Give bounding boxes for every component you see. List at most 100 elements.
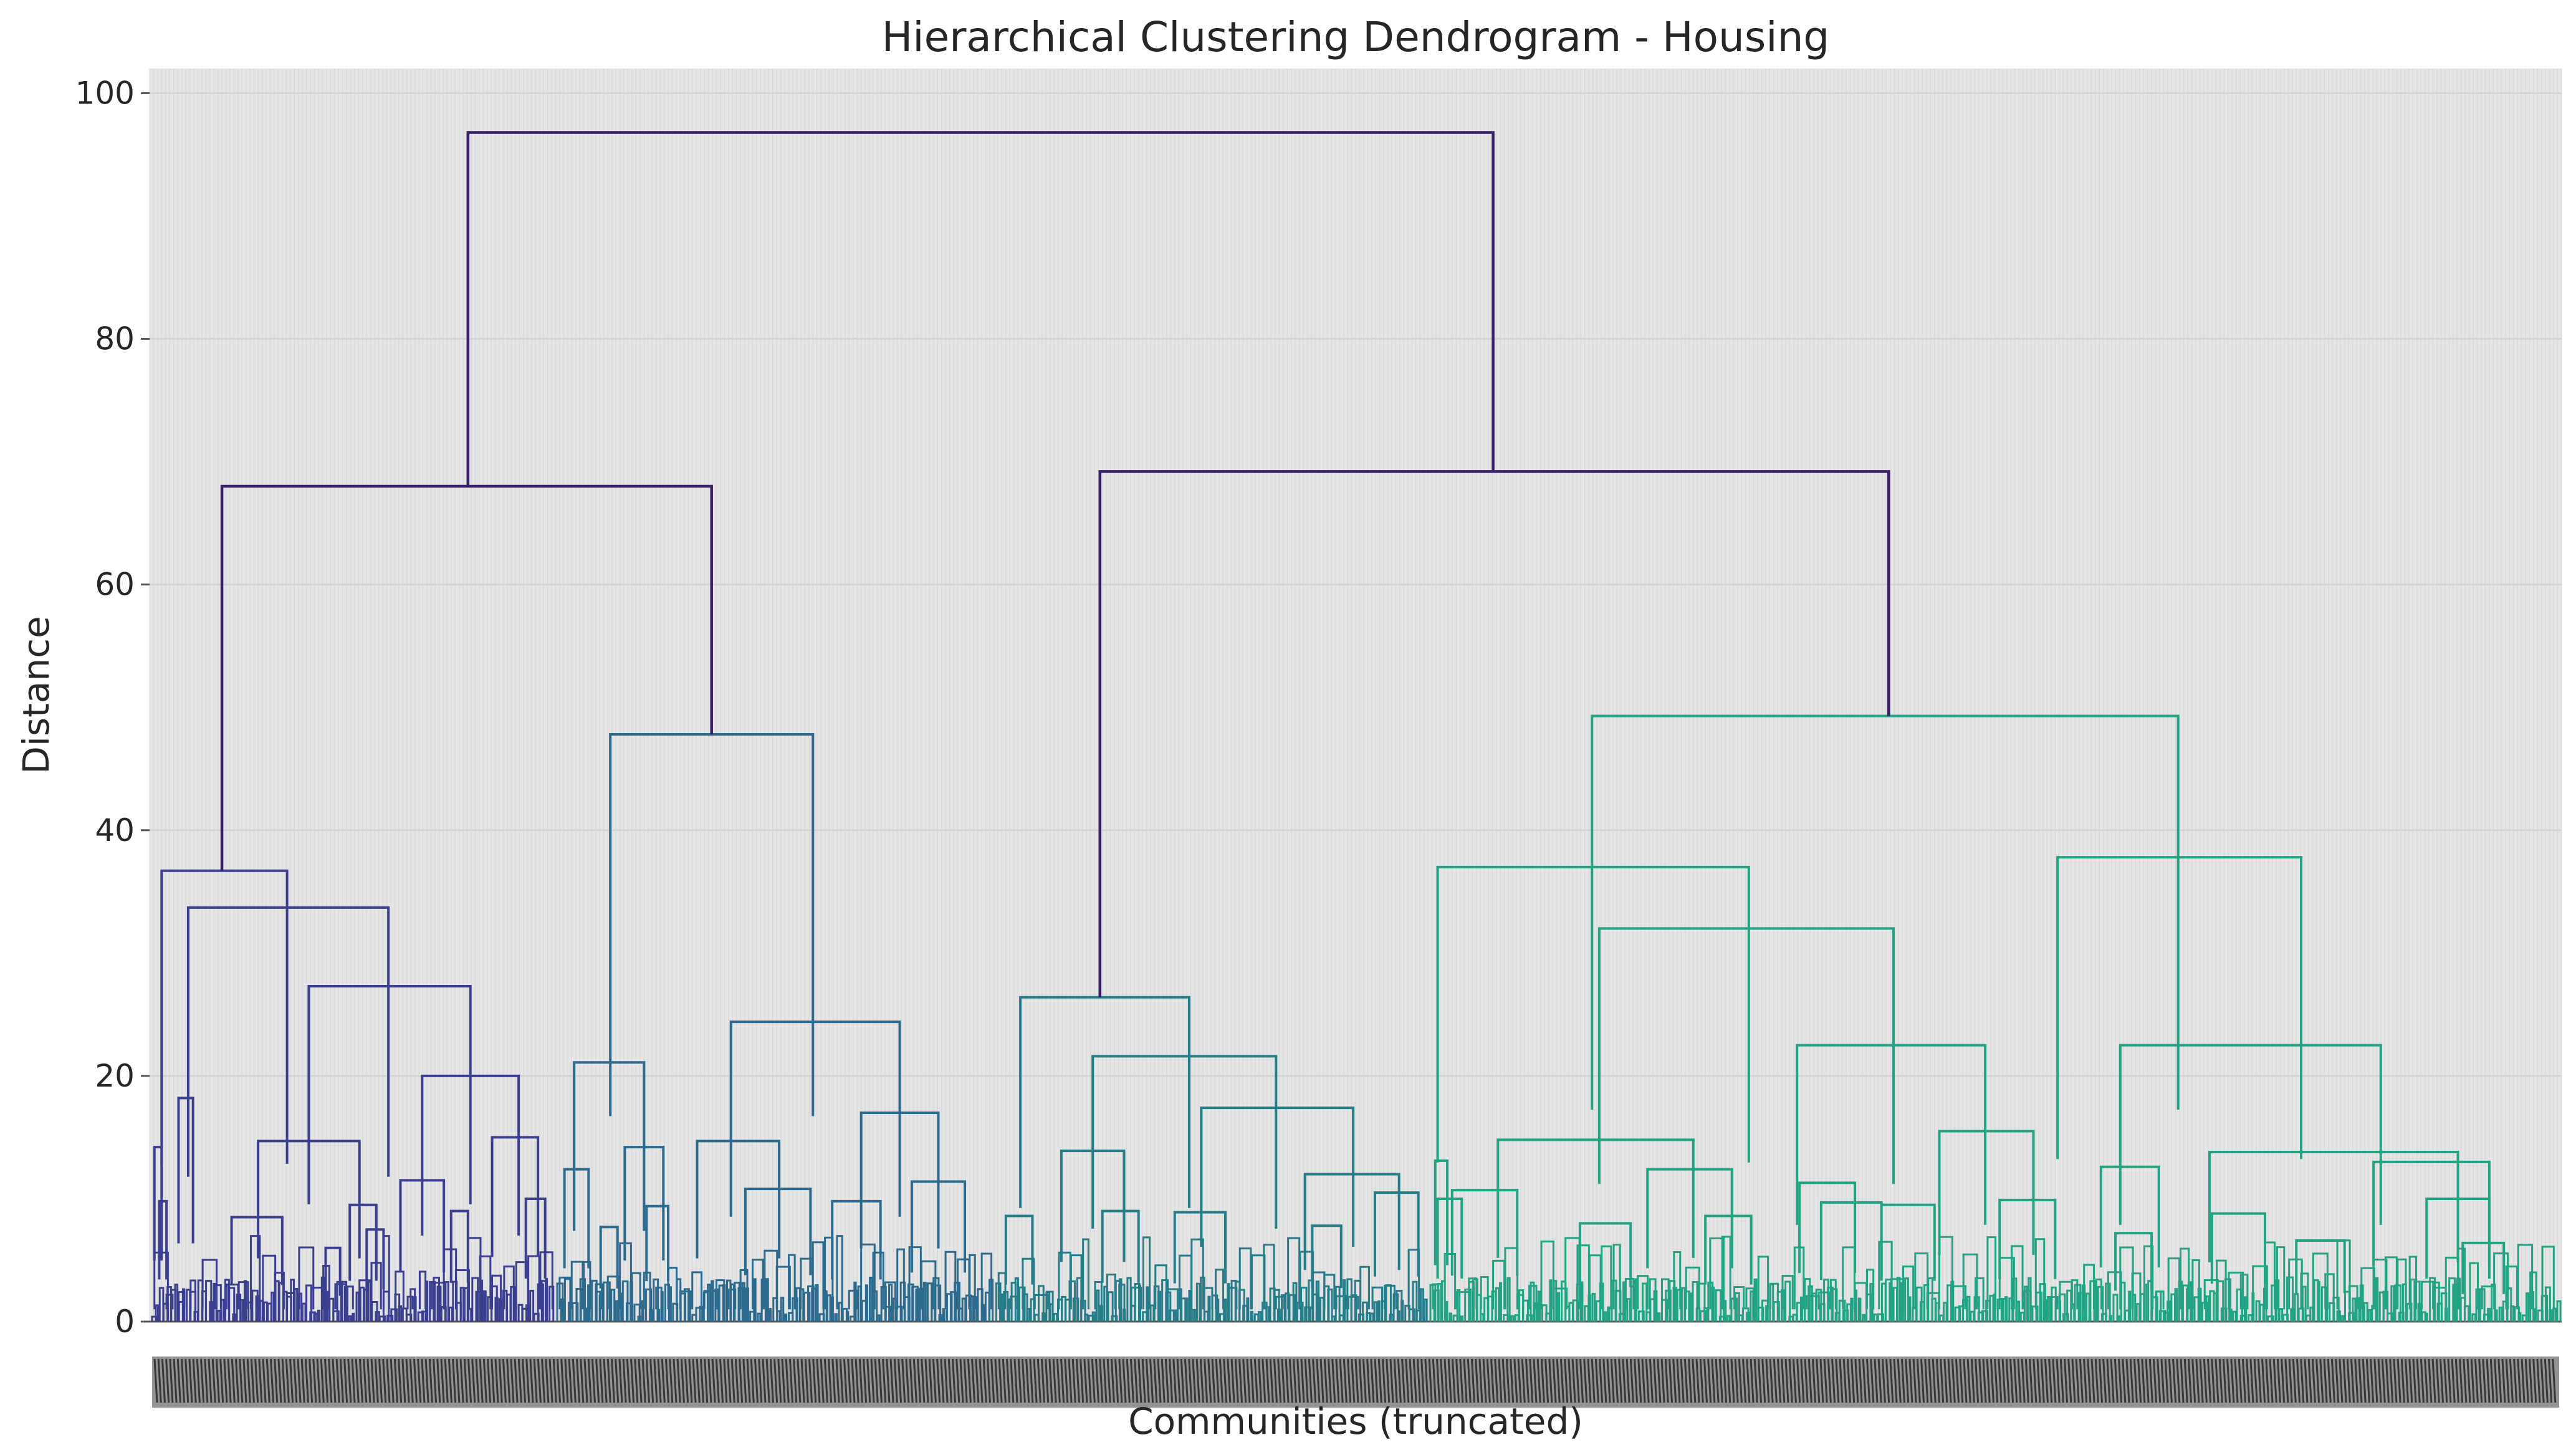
dendrogram-cluster-link	[1373, 1191, 1420, 1277]
dendrogram-leaf-link	[1037, 1285, 1045, 1322]
dendrogram-cluster-link	[1434, 1159, 1449, 1265]
dendrogram-leaf-link	[1373, 1301, 1378, 1322]
dendrogram-cluster-link	[1200, 1107, 1355, 1247]
dendrogram-leaf-link	[2174, 1288, 2178, 1322]
dendrogram-leaf-link	[228, 1287, 236, 1322]
dendrogram-leaf-link	[2278, 1308, 2284, 1322]
dendrogram-small-link	[1552, 1287, 1568, 1310]
dendrogram-leaf-link	[1026, 1308, 1031, 1322]
dendrogram-leaf-link	[2228, 1309, 2233, 1322]
dendrogram-leaf-link	[2444, 1307, 2448, 1322]
dendrogram-cluster-link	[1436, 865, 1750, 1163]
dendrogram-small-link	[631, 1272, 641, 1310]
dendrogram-leaf-link	[1257, 1311, 1262, 1322]
dendrogram-small-link	[479, 1255, 492, 1310]
dendrogram-leaf-link	[220, 1299, 225, 1322]
dendrogram-small-link	[1033, 1294, 1050, 1310]
dendrogram-small-link	[752, 1259, 764, 1310]
dendrogram-small-link	[1010, 1295, 1019, 1310]
dendrogram-cluster-link	[1450, 1189, 1519, 1276]
dendrogram-small-link	[691, 1271, 703, 1310]
dendrogram-small-link	[1721, 1236, 1731, 1310]
dendrogram-small-link	[1902, 1265, 1915, 1310]
y-tick-label: 20	[95, 1058, 135, 1094]
dendrogram-leaf-link	[1966, 1295, 1971, 1322]
dendrogram-small-link	[2239, 1274, 2249, 1310]
dendrogram-leaf-link	[938, 1313, 943, 1322]
dendrogram-leaf-link	[2317, 1280, 2320, 1322]
dendrogram-leaf-link	[317, 1309, 321, 1322]
dendrogram-leaf-link	[764, 1278, 769, 1322]
dendrogram-leaf-link	[1498, 1282, 1502, 1322]
dendrogram-leaf-link	[1711, 1286, 1715, 1322]
dendrogram-small-link	[1697, 1282, 1706, 1310]
dendrogram-cluster-link	[1311, 1224, 1343, 1289]
dendrogram-leaf-link	[2517, 1312, 2522, 1322]
dendrogram-cluster-link	[1303, 1173, 1401, 1270]
dendrogram-leaf-link	[386, 1315, 394, 1322]
dendrogram-small-link	[1504, 1247, 1519, 1310]
dendrogram-cluster-link	[645, 1204, 670, 1282]
dendrogram-leaf-link	[232, 1313, 237, 1322]
dendrogram-small-link	[1335, 1295, 1348, 1310]
dendrogram-small-link	[1407, 1249, 1420, 1310]
dendrogram-leaf-link	[2332, 1297, 2340, 1322]
dendrogram-cluster-link	[1060, 1150, 1126, 1262]
dendrogram-cluster-link	[1646, 1168, 1733, 1269]
dendrogram-leaf-link	[2367, 1309, 2372, 1322]
dendrogram-leaf-link	[1265, 1306, 1270, 1322]
dendrogram-small-link	[1347, 1295, 1359, 1310]
dendrogram-leaf-link	[687, 1292, 691, 1322]
dendrogram-small-link	[2312, 1252, 2329, 1310]
dendrogram-leaf-link	[2112, 1294, 2119, 1322]
dendrogram-cluster-link	[1004, 1214, 1034, 1285]
dendrogram-leaf-link	[529, 1290, 535, 1322]
dendrogram-leaf-link	[1030, 1298, 1035, 1322]
dendrogram-leaf-link	[413, 1296, 417, 1322]
dendrogram-small-link	[274, 1271, 285, 1310]
dendrogram-leaf-link	[2340, 1315, 2345, 1322]
dendrogram-leaf-link	[494, 1297, 499, 1322]
dendrogram-small-link	[896, 1248, 905, 1310]
y-axis-label: Distance	[15, 616, 57, 774]
dendrogram-small-link	[1673, 1251, 1682, 1310]
dendrogram-cluster-link	[230, 1216, 284, 1285]
dendrogram-leaf-link	[1660, 1299, 1669, 1322]
dendrogram-cluster-link	[1798, 1181, 1857, 1274]
dendrogram-small-link	[2276, 1246, 2286, 1310]
dendrogram-leaf-link	[1506, 1277, 1511, 1322]
dendrogram-leaf-link	[2348, 1312, 2355, 1322]
dendrogram-leaf-link	[915, 1289, 920, 1322]
dendrogram-leaf-link	[1773, 1301, 1780, 1322]
dendrogram-leaf-link	[2043, 1299, 2047, 1322]
dendrogram-small-link	[298, 1246, 315, 1310]
dendrogram-leaf-link	[876, 1314, 881, 1322]
dendrogram-leaf-link	[1412, 1280, 1418, 1322]
dendrogram-leaf-link	[1642, 1282, 1648, 1322]
dendrogram-small-link	[2180, 1247, 2190, 1310]
grid-lines	[149, 69, 2562, 1323]
dendrogram-small-link	[2191, 1259, 2200, 1310]
leaf-labels	[152, 1357, 2559, 1408]
dendrogram-leaf-link	[2471, 1313, 2476, 1322]
dendrogram-leaf-link	[243, 1280, 247, 1322]
dendrogram-leaf-link	[1276, 1309, 1281, 1322]
dendrogram-cluster-link	[1578, 1222, 1632, 1287]
dendrogram-small-link	[1950, 1285, 1967, 1310]
dendrogram-cluster-link	[1591, 714, 2180, 1110]
dendrogram-links	[151, 131, 2562, 1322]
dendrogram-leaf-link	[1815, 1289, 1822, 1322]
dendrogram-leaf-link	[332, 1310, 340, 1322]
dendrogram-small-link	[189, 1290, 197, 1310]
dendrogram-small-link	[286, 1292, 295, 1310]
dendrogram-leaf-link	[633, 1304, 641, 1322]
dendrogram-small-link	[1070, 1254, 1083, 1310]
dendrogram-leaf-link	[1591, 1292, 1596, 1322]
dendrogram-leaf-link	[999, 1293, 1003, 1322]
dendrogram-cluster-link	[365, 1228, 385, 1290]
dendrogram-leaf-link	[1765, 1305, 1769, 1322]
dendrogram-leaf-link	[2544, 1286, 2551, 1322]
dendrogram-leaf-link	[583, 1307, 588, 1322]
y-tick-label: 40	[95, 812, 135, 848]
dendrogram-small-link	[1130, 1286, 1142, 1310]
